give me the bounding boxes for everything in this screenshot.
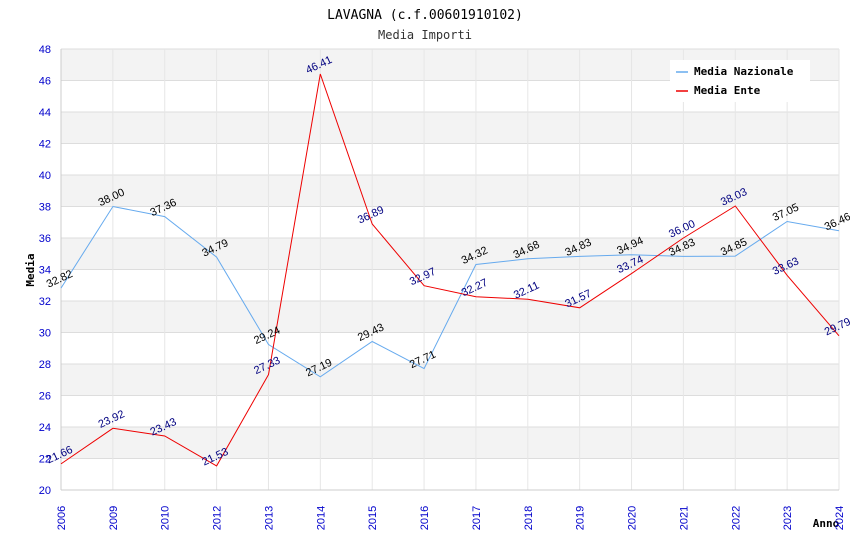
x-tick-label: 2014 [315, 506, 327, 530]
y-axis-ticks: 20 22 24 26 28 30 32 34 36 38 40 42 44 46 48 [39, 44, 51, 497]
x-tick-label: 2016 [419, 506, 431, 530]
plot-band [61, 458, 839, 490]
legend: Media Nazionale Media Ente [670, 60, 810, 102]
plot-band [61, 238, 839, 270]
y-tick-label: 38 [39, 202, 51, 214]
chart-subtitle: Media Importi [378, 28, 472, 42]
grid-lines [60, 48, 840, 491]
plot-band [61, 332, 839, 364]
series-line-media-ente [60, 73, 840, 467]
plot-bands [61, 49, 839, 490]
y-tick-label: 28 [39, 359, 51, 371]
plot-band [61, 143, 839, 175]
series-lines [60, 73, 840, 467]
y-tick-label: 34 [39, 265, 51, 277]
plot-band [61, 175, 839, 207]
x-tick-label: 2010 [160, 506, 172, 530]
y-tick-label: 32 [39, 296, 51, 308]
x-tick-label: 2024 [834, 506, 846, 530]
y-tick-label: 46 [39, 76, 51, 88]
x-tick-label: 2015 [367, 506, 379, 530]
plot-band [61, 364, 839, 396]
y-tick-label: 42 [39, 139, 51, 151]
y-tick-label: 26 [39, 391, 51, 403]
x-tick-label: 2006 [56, 506, 68, 530]
y-tick-label: 48 [39, 44, 51, 56]
y-axis-label: Media [24, 253, 37, 286]
legend-label-media-ente: Media Ente [694, 84, 761, 97]
x-tick-label: 2021 [678, 506, 690, 530]
legend-box [670, 60, 810, 102]
y-tick-label: 44 [39, 107, 51, 119]
y-tick-label: 36 [39, 233, 51, 245]
plot-band [61, 269, 839, 301]
x-tick-label: 2023 [782, 506, 794, 530]
x-tick-label: 2020 [627, 506, 639, 530]
chart-title: LAVAGNA (c.f.00601910102) [327, 8, 523, 23]
x-tick-label: 2012 [212, 506, 224, 530]
x-tick-label: 2009 [108, 506, 120, 530]
x-tick-label: 2017 [471, 506, 483, 530]
x-tick-label: 2018 [523, 506, 535, 530]
plot-band [61, 395, 839, 427]
legend-label-media-nazionale: Media Nazionale [694, 65, 794, 78]
plot-band [61, 112, 839, 144]
y-tick-label: 22 [39, 454, 51, 466]
x-axis-ticks: 2006 2009 2010 2012 2013 2014 2015 2016 2017 2018… [56, 506, 846, 530]
x-tick-label: 2022 [730, 506, 742, 530]
plot-band [61, 427, 839, 459]
x-tick-label: 2013 [263, 506, 275, 530]
x-axis-label: Anno [813, 517, 840, 530]
y-tick-label: 40 [39, 170, 51, 182]
y-tick-label: 20 [39, 485, 51, 497]
x-tick-label: 2019 [575, 506, 587, 530]
plot-band [61, 206, 839, 238]
y-tick-label: 30 [39, 328, 51, 340]
y-tick-label: 24 [39, 422, 51, 434]
series-line-media-nazionale [60, 205, 840, 378]
